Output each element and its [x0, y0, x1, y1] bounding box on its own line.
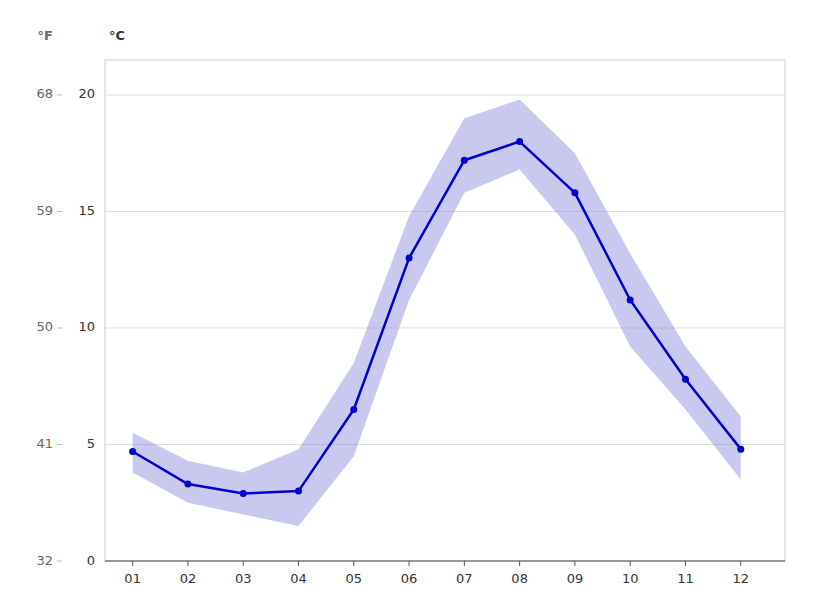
y2-tick — [57, 327, 62, 328]
y2-tick — [57, 211, 62, 212]
y2-tick — [57, 94, 62, 95]
x-tick — [298, 561, 299, 566]
y2-tick-label: 41 — [36, 436, 53, 451]
point — [682, 376, 689, 383]
y-tick-label: 5 — [87, 436, 95, 451]
point — [571, 189, 578, 196]
point — [350, 406, 357, 413]
x-tick-label: 03 — [235, 571, 252, 586]
point — [184, 481, 191, 488]
point — [516, 138, 523, 145]
x-axis-line — [105, 561, 785, 562]
x-tick-label: 02 — [180, 571, 197, 586]
grid — [105, 95, 785, 561]
x-tick-label: 11 — [677, 571, 694, 586]
x-tick — [740, 561, 741, 566]
x-tick — [353, 561, 354, 566]
y2-tick-label: 68 — [36, 86, 53, 101]
point — [295, 488, 302, 495]
x-tick-label: 01 — [124, 571, 141, 586]
grid-line — [105, 444, 785, 445]
y-tick-label: 15 — [78, 203, 95, 218]
y2-tick-label: 59 — [36, 203, 53, 218]
x-tick-label: 04 — [290, 571, 307, 586]
x-tick — [243, 561, 244, 566]
y2-tick — [57, 561, 62, 562]
x-tick — [187, 561, 188, 566]
x-tick — [132, 561, 133, 566]
x-tick-label: 06 — [401, 571, 418, 586]
x-tick-label: 05 — [346, 571, 363, 586]
point — [627, 297, 634, 304]
y-tick-label: 0 — [87, 553, 95, 568]
chart: 051015203241505968°F°C010203040506070809… — [0, 0, 815, 611]
point — [406, 255, 413, 262]
y2-axis-label: °F — [38, 28, 53, 43]
x-tick — [409, 561, 410, 566]
point — [461, 157, 468, 164]
x-tick — [685, 561, 686, 566]
plot-frame — [105, 60, 785, 561]
data — [129, 100, 744, 526]
point — [129, 448, 136, 455]
y2-tick-label: 50 — [36, 319, 53, 334]
y2-axis: 32 41 50 59 68 — [36, 86, 62, 567]
grid-line — [105, 561, 785, 562]
x-tick-label: 12 — [732, 571, 749, 586]
x-tick — [630, 561, 631, 566]
x-tick-label: 10 — [622, 571, 639, 586]
point — [737, 446, 744, 453]
y-axis-label: °C — [109, 28, 125, 43]
x-tick-label: 07 — [456, 571, 473, 586]
x-tick-label: 08 — [511, 571, 528, 586]
grid-line — [105, 327, 785, 328]
x-tick — [519, 561, 520, 566]
y2-tick-label: 32 — [36, 553, 53, 568]
x-tick — [574, 561, 575, 566]
background — [0, 0, 815, 611]
x-axis: 01 02 03 04 05 06 07 08 09 10 11 12 — [105, 561, 785, 586]
range-band — [133, 100, 741, 526]
y-tick-label: 10 — [78, 319, 95, 334]
mean-line — [133, 142, 741, 494]
x-tick — [464, 561, 465, 566]
y-tick-label: 20 — [78, 86, 95, 101]
point — [240, 490, 247, 497]
y2-tick — [57, 444, 62, 445]
grid-line — [105, 94, 785, 95]
x-tick-label: 09 — [567, 571, 584, 586]
y-axis: 0 5 10 15 20 — [78, 86, 95, 567]
